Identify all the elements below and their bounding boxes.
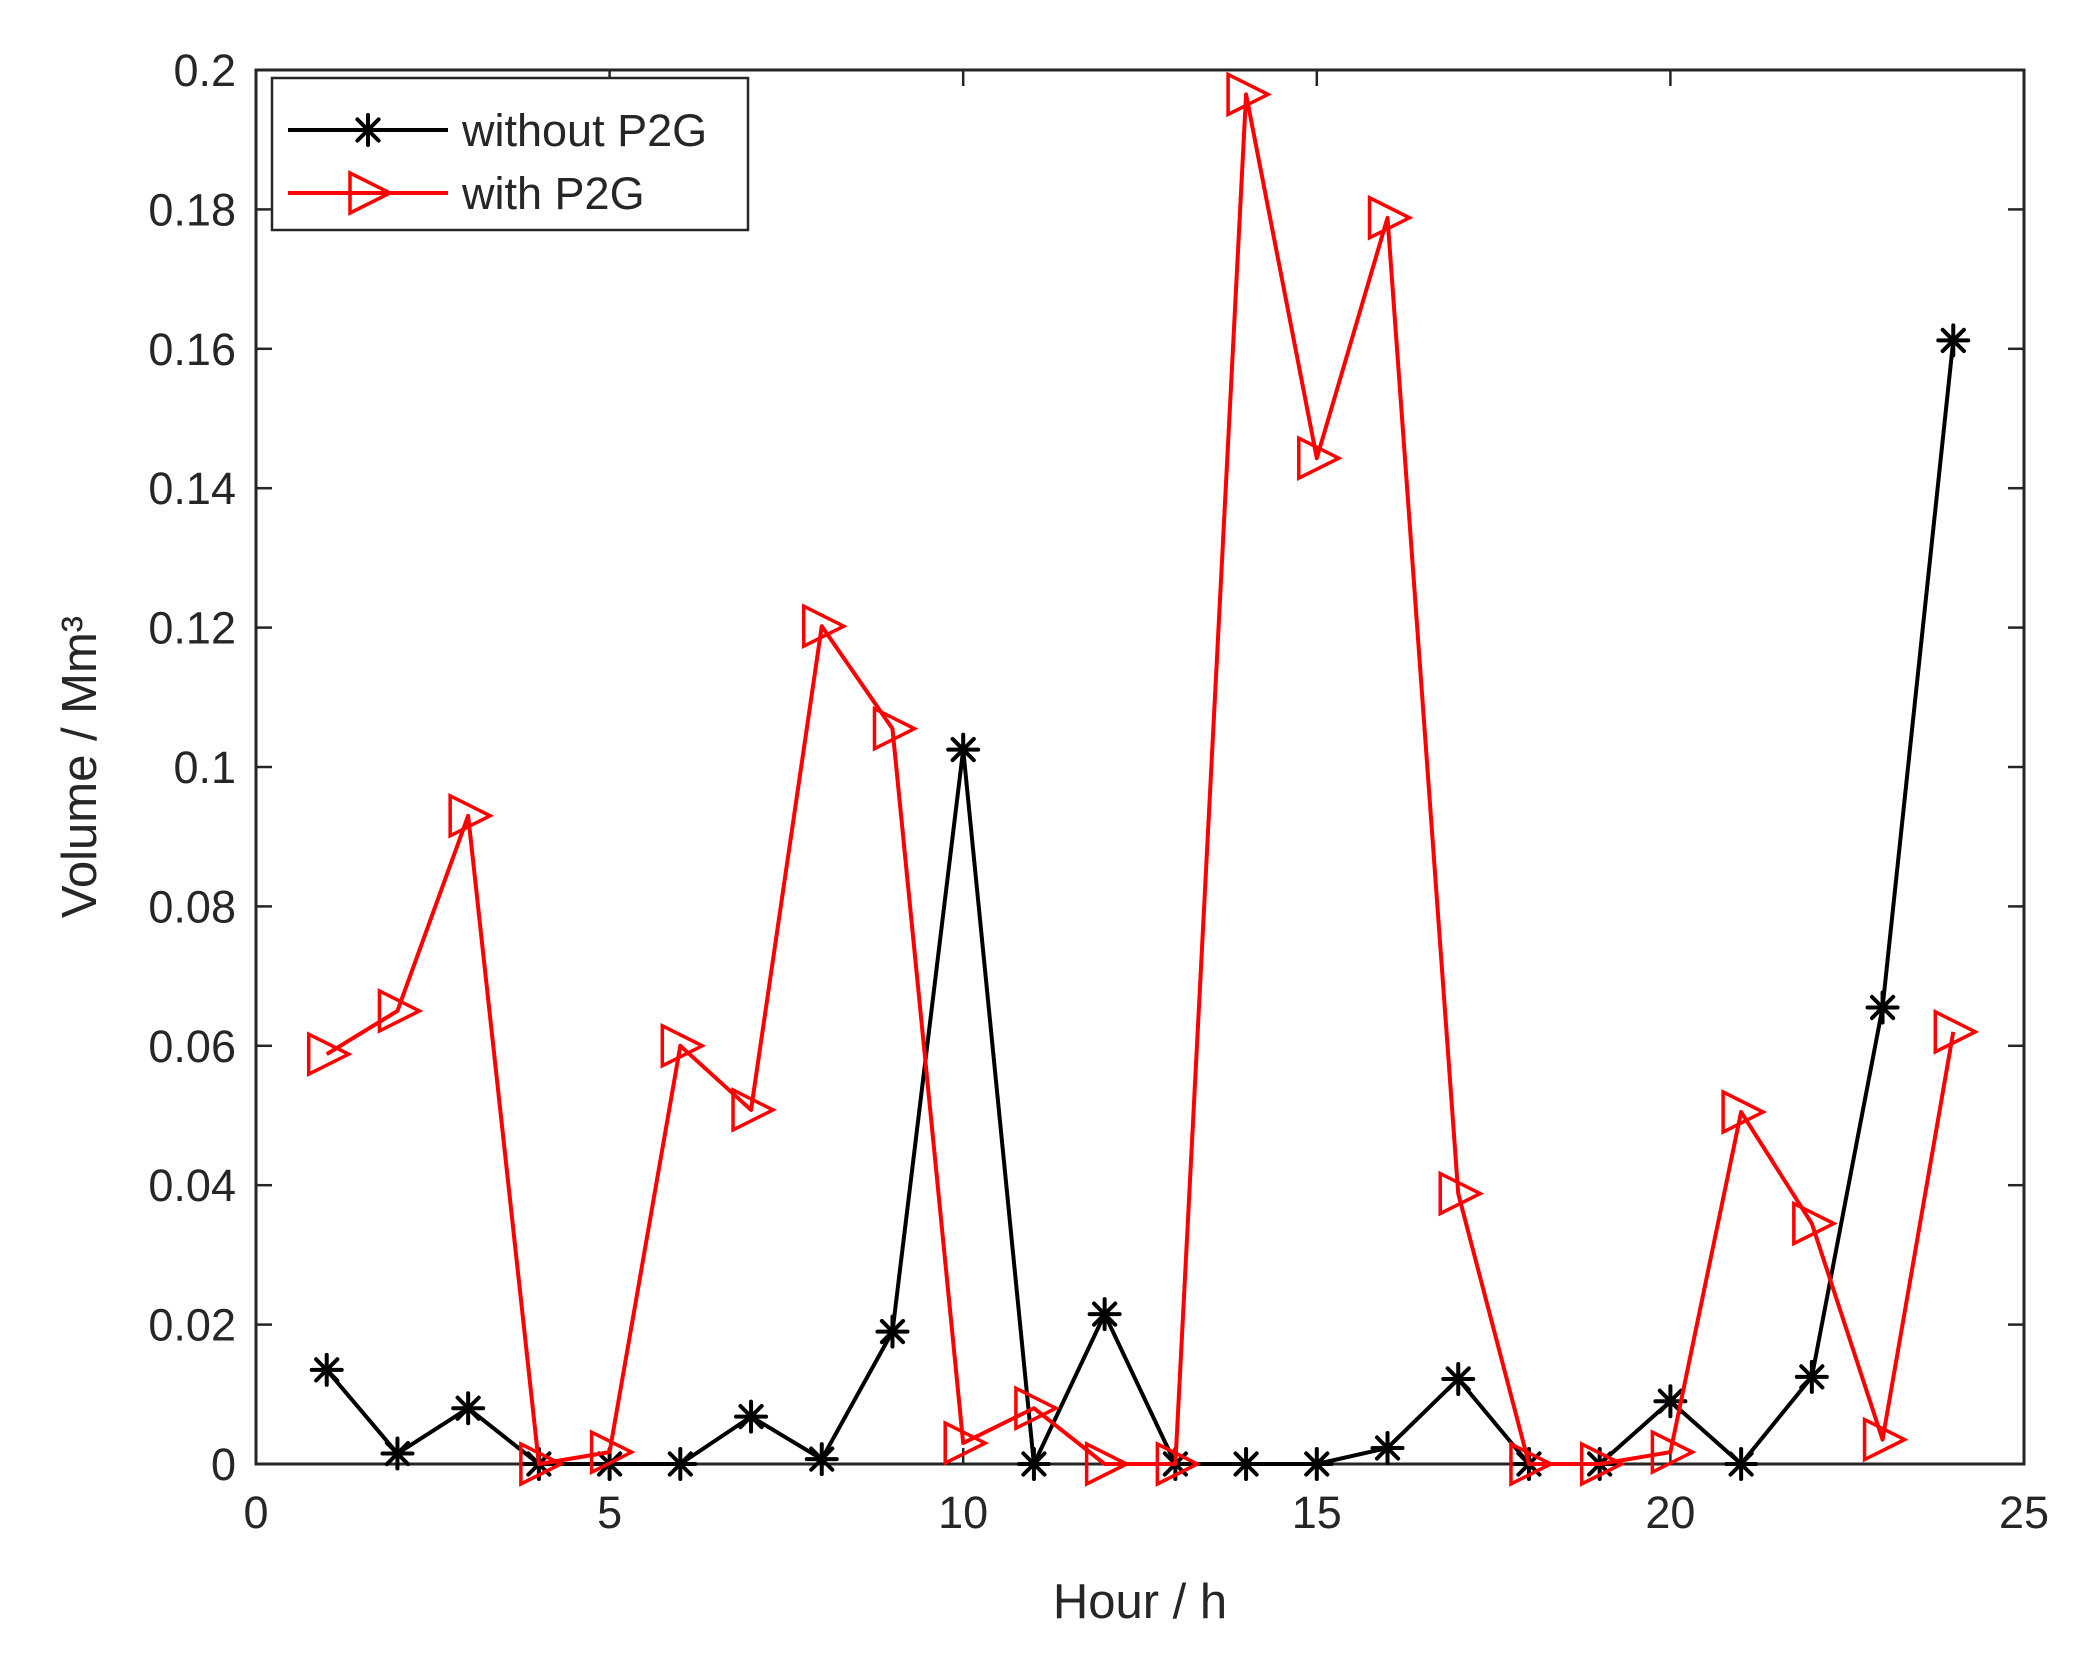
x-tick-label: 10 [938,1487,988,1538]
y-tick-label: 0.14 [148,463,236,514]
series-line [325,92,1956,1466]
data-point [1862,1416,1909,1463]
data-point-stroke [1445,1366,1471,1392]
data-point [309,1352,344,1387]
data-point [1084,1441,1131,1487]
data-point [1579,1441,1626,1487]
data-point [1438,1170,1485,1217]
data-point-stroke [1940,327,1966,354]
data-point-stroke [950,736,976,763]
series-layer [306,71,1980,1487]
data-point [1226,71,1272,118]
y-tick-label: 0.02 [148,1300,236,1351]
data-point [1936,323,1971,358]
data-point-stroke [1799,1364,1825,1390]
data-point-stroke [314,1357,340,1383]
data-point [519,1441,565,1487]
data-point [663,1447,698,1481]
data-point [1792,1200,1838,1247]
data-point [1297,435,1343,482]
data-point [451,1391,486,1426]
data-point [734,1399,769,1434]
data-point [943,1420,990,1466]
data-point-stroke [384,1440,411,1467]
data-point-stroke [1374,1435,1401,1461]
data-point [1441,1361,1476,1396]
legend-entry: with P2G [288,168,645,219]
data-point-stroke [1728,1451,1754,1477]
data-point-stroke [1021,1451,1047,1477]
data-point-stroke [455,1395,481,1421]
data-point [377,988,424,1034]
data-point-stroke [1869,994,1896,1021]
data-point [1724,1447,1759,1481]
data-point [1016,1447,1051,1481]
legend-marker [351,113,385,147]
data-point [1794,1359,1829,1394]
data-point [589,1429,636,1475]
legend-marker-stroke [355,117,381,143]
data-point [1370,1430,1405,1465]
axis-ticks: 0 5 10 15 20 25 0 0.02 0.04 0.06 0.08 0.1 0.12 0.14 0.… [148,45,2049,1538]
data-point [1229,1447,1264,1481]
x-tick-label: 20 [1645,1487,1695,1538]
data-point-stroke [809,1446,835,1472]
data-point-stroke [1092,1301,1118,1327]
x-tick-label: 0 [243,1487,268,1538]
y-tick-label: 0.18 [148,184,236,235]
y-tick-label: 0.2 [173,45,236,96]
y-axis-label: Volume / Mm³ [53,616,107,918]
data-point-stroke [667,1451,693,1477]
data-point [660,1022,707,1069]
y-tick-label: 0 [211,1439,236,1490]
data-point [875,1314,910,1349]
data-point [1014,1385,1060,1432]
x-tick-label: 5 [597,1487,622,1538]
data-point-stroke [1233,1451,1259,1477]
data-point [380,1436,415,1471]
data-point [448,792,495,839]
data-point [1367,194,1414,241]
data-point [1865,990,1900,1025]
data-point [802,603,848,650]
x-axis-label: Hour / h [1053,1575,1227,1629]
y-tick-label: 0.1 [173,742,236,793]
legend-marker [348,170,394,216]
y-tick-label: 0.04 [148,1160,236,1211]
data-point [1087,1297,1122,1332]
data-point [306,1031,353,1077]
legend-label: without P2G [461,105,707,156]
data-point [1933,1009,1980,1055]
data-point [1155,1441,1202,1487]
y-tick-label: 0.16 [148,324,236,375]
data-point [946,732,981,767]
data-point [1650,1429,1697,1475]
data-point [1299,1447,1334,1481]
series-with-p2g [306,71,1980,1487]
data-point-stroke [738,1403,764,1430]
y-tick-label: 0.06 [148,1021,236,1072]
data-point [731,1087,777,1133]
data-point [872,705,919,752]
x-tick-label: 15 [1292,1487,1342,1538]
y-tick-label: 0.12 [148,603,236,654]
data-point [1721,1089,1768,1135]
legend-label: with P2G [461,168,645,219]
data-point-stroke [879,1318,906,1345]
data-point [804,1442,839,1477]
data-point-stroke [1304,1451,1330,1477]
x-tick-label: 25 [1999,1487,2049,1538]
data-point-stroke [1657,1388,1684,1414]
legend-entry: without P2G [288,105,707,156]
y-tick-label: 0.08 [148,881,236,932]
data-point [1509,1441,1555,1487]
legend: without P2G with P2G [270,76,750,232]
